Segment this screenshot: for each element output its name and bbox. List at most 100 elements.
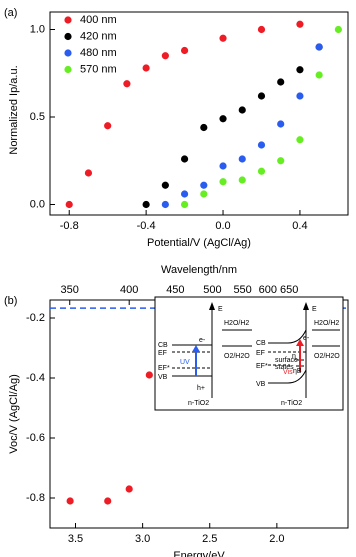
data-point <box>142 64 150 72</box>
inset-label: EF* <box>256 363 268 370</box>
data-point <box>296 92 304 100</box>
data-point <box>104 122 112 130</box>
data-point <box>315 71 323 79</box>
x-tick-label: 0.0 <box>215 220 230 232</box>
data-point <box>200 190 208 198</box>
legend-label: 570 nm <box>80 63 117 75</box>
x-axis-label: Potential/V (AgCl/Ag) <box>147 237 251 249</box>
inset-label: CB <box>256 340 266 347</box>
inset-label: VB <box>158 374 168 381</box>
data-point <box>277 78 285 86</box>
arrowhead <box>303 302 309 310</box>
inset-label: n-TiO2 <box>281 400 302 407</box>
data-point <box>66 497 74 505</box>
inset-label: states <box>275 364 294 371</box>
data-point <box>180 155 189 163</box>
inset-label: O2/H2O <box>224 353 250 360</box>
data-point <box>238 176 246 184</box>
x2-tick-label: 650 <box>280 284 298 296</box>
inset-label: surface <box>275 357 298 364</box>
data-point <box>125 485 133 493</box>
data-point <box>296 20 304 28</box>
inset-label: ηB <box>293 368 302 375</box>
inset-label: O2/H2O <box>314 353 340 360</box>
data-point <box>84 169 93 177</box>
data-point <box>219 115 227 123</box>
data-point <box>145 371 153 379</box>
data-point <box>142 200 150 209</box>
data-point <box>257 25 266 34</box>
data-point <box>161 52 169 60</box>
panel-label: (b) <box>4 295 17 307</box>
x-axis-label: Energy/eV <box>173 550 225 557</box>
inset-label: e- <box>199 337 206 344</box>
panel-label: (a) <box>4 7 17 19</box>
y-axis-label: Normalized Ip/a.u. <box>8 65 20 154</box>
inset-label: H2O/H2 <box>314 320 339 327</box>
legend-marker <box>64 16 72 24</box>
inset-label: CB <box>158 342 168 349</box>
x-tick-label: 3.0 <box>135 533 150 545</box>
y-tick-label: 0.5 <box>30 111 45 123</box>
x-tick-label: -0.4 <box>137 220 156 232</box>
inset-label: H2O/H2 <box>224 320 249 327</box>
inset-label: VB <box>256 381 266 388</box>
x-tick-label: 3.5 <box>68 533 83 545</box>
data-point <box>200 181 208 189</box>
data-point <box>161 200 169 209</box>
inset-label: e- <box>303 335 310 342</box>
y-tick-label: -0.6 <box>26 432 45 444</box>
data-point <box>315 43 323 51</box>
legend-marker <box>64 32 72 41</box>
data-point <box>257 141 266 149</box>
x2-axis-label: Wavelength/nm <box>161 264 237 276</box>
y-axis-label: Voc/V (AgCl/Ag) <box>8 374 20 453</box>
arrowhead <box>192 345 200 352</box>
data-point <box>219 178 227 186</box>
data-point <box>200 123 208 132</box>
inset-label: Vis <box>283 369 293 376</box>
data-point <box>219 162 227 170</box>
inset-label: E <box>312 306 317 313</box>
inset-label: n-TiO2 <box>188 400 209 407</box>
x2-tick-label: 400 <box>120 284 138 296</box>
y-tick-label: -0.4 <box>26 372 45 384</box>
x-tick-label: 2.5 <box>202 533 217 545</box>
arrowhead <box>296 339 304 346</box>
x2-tick-label: 600 <box>259 284 277 296</box>
data-point <box>296 66 304 74</box>
y-tick-label: -0.2 <box>26 312 45 324</box>
inset-right-shapes <box>268 308 340 398</box>
x-tick-label: 2.0 <box>269 533 284 545</box>
legend-marker <box>64 49 72 57</box>
data-point <box>180 190 189 198</box>
legend-label: 420 nm <box>80 30 117 42</box>
data-point <box>257 92 266 100</box>
x-tick-label: 0.4 <box>292 220 307 232</box>
x2-tick-label: 550 <box>233 284 251 296</box>
legend-marker <box>64 65 72 74</box>
data-point <box>123 80 131 88</box>
inset-label: EF <box>158 350 167 357</box>
inset-frame <box>154 296 344 411</box>
data-point <box>277 120 285 128</box>
data-point <box>180 200 189 209</box>
data-point <box>296 136 304 144</box>
inset-label: EF* <box>158 365 170 372</box>
x-tick-label: -0.8 <box>60 220 79 232</box>
x2-tick-label: 500 <box>203 284 221 296</box>
inset-label: h+ <box>197 385 205 392</box>
y-tick-label: 1.0 <box>30 23 45 35</box>
inset-label: E <box>218 306 223 313</box>
data-point <box>219 34 227 42</box>
data-point <box>180 46 189 55</box>
data-point <box>334 25 342 34</box>
data-point <box>238 155 246 163</box>
inset-label: EF <box>256 350 265 357</box>
inset-label: η <box>292 353 296 360</box>
data-point <box>65 200 73 209</box>
y-tick-label: 0.0 <box>30 198 45 210</box>
y-tick-label: -0.8 <box>26 492 45 504</box>
data-point <box>161 181 169 189</box>
